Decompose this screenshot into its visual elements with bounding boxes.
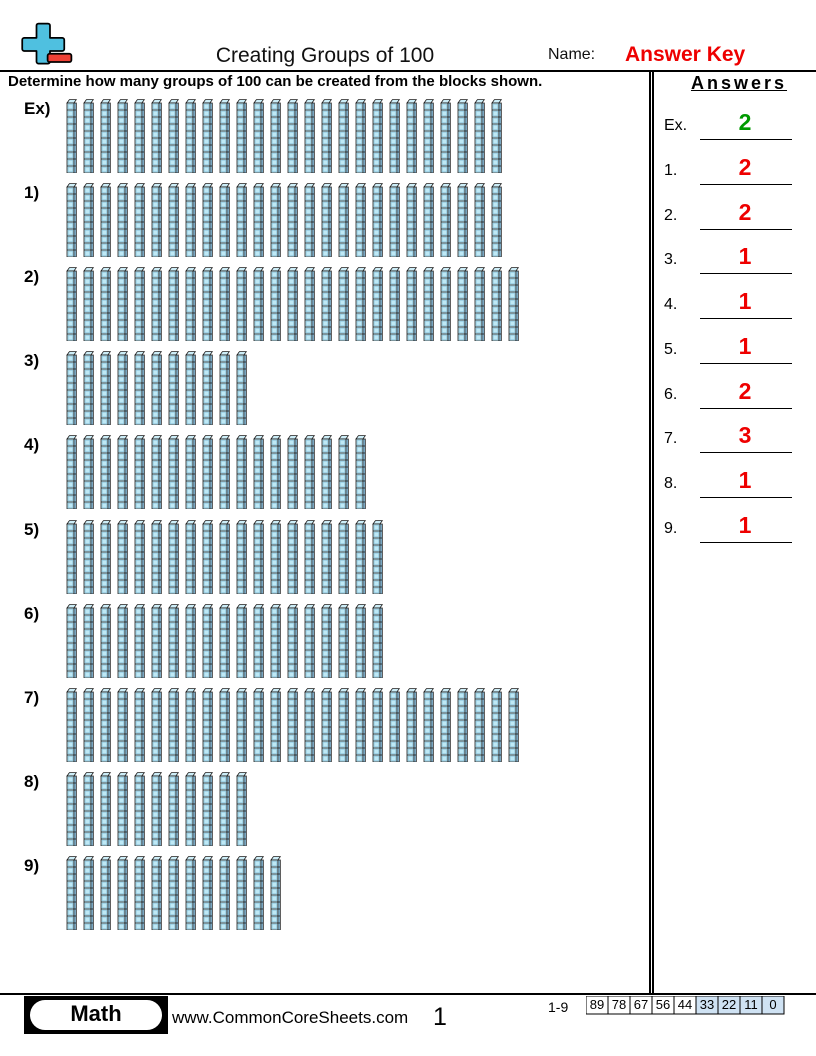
svg-text:0: 0 [769, 997, 776, 1012]
svg-text:44: 44 [678, 997, 692, 1012]
svg-text:56: 56 [656, 997, 670, 1012]
svg-text:89: 89 [590, 997, 604, 1012]
svg-text:78: 78 [612, 997, 626, 1012]
svg-text:11: 11 [744, 997, 758, 1012]
svg-text:22: 22 [722, 997, 736, 1012]
svg-text:33: 33 [700, 997, 714, 1012]
svg-text:67: 67 [634, 997, 648, 1012]
